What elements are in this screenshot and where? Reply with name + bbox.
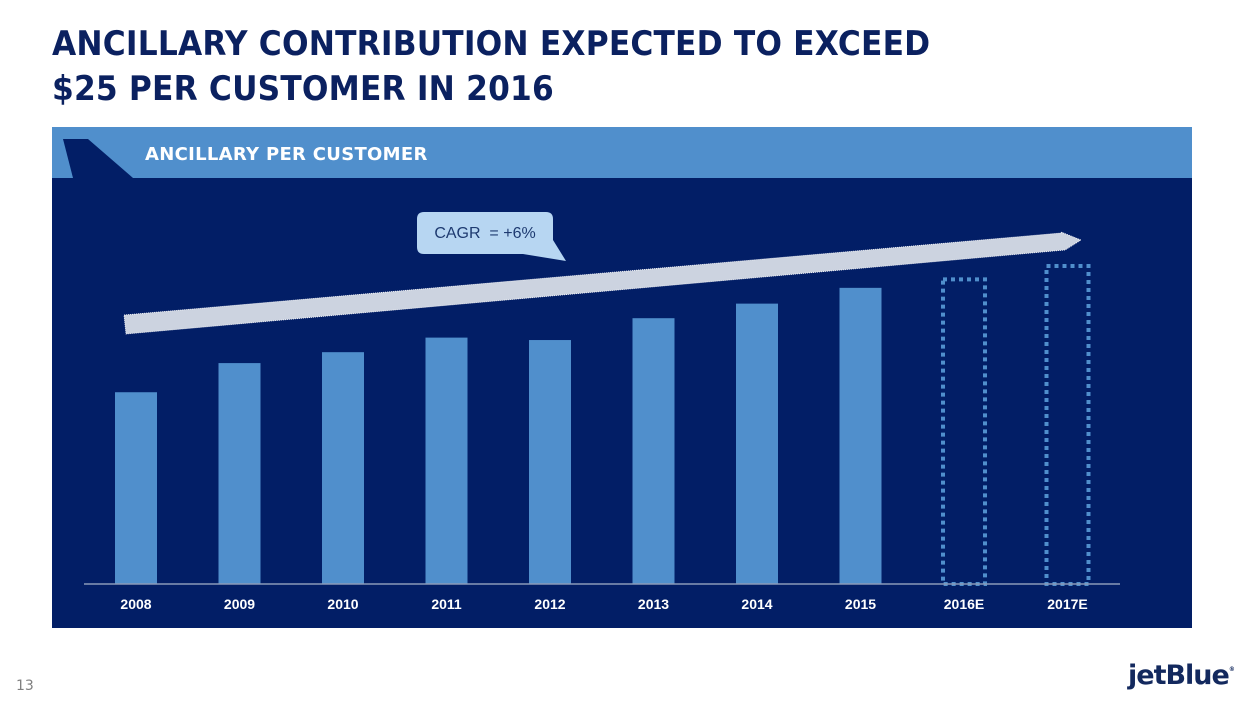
bar-2010 (322, 352, 364, 584)
bar-2012 (529, 340, 571, 584)
callout-label: CAGR = +6% (434, 225, 535, 242)
x-tick-label-2013: 2013 (638, 596, 669, 612)
jetblue-logo: jetBlue® (1128, 660, 1235, 691)
x-tick-label-2009: 2009 (224, 596, 255, 612)
bar-2013 (632, 318, 675, 584)
x-tick-label-2017E: 2017E (1047, 596, 1087, 612)
bar-2008 (115, 392, 157, 584)
cagr-callout: CAGR = +6% (417, 212, 566, 261)
x-tick-label-2014: 2014 (741, 596, 772, 612)
x-tick-label-2012: 2012 (534, 596, 565, 612)
bar-2015 (839, 287, 882, 584)
aircraft-tail-icon (63, 139, 133, 178)
x-tick-label-2011: 2011 (431, 596, 462, 612)
slide-title-line-1: ANCILLARY CONTRIBUTION EXPECTED TO EXCEE… (52, 24, 931, 64)
x-tick-label-2015: 2015 (845, 596, 876, 612)
bar-2011 (425, 337, 468, 584)
slide-title-line-2: $25 PER CUSTOMER IN 2016 (52, 69, 554, 109)
bar-2009 (218, 363, 261, 584)
panel-header-band: ANCILLARY PER CUSTOMER (52, 127, 1192, 178)
panel-header-label: ANCILLARY PER CUSTOMER (145, 144, 428, 165)
x-tick-labels: 2008 2009 2010 2011 2012 2013 2014 2015 2016E 201… (120, 596, 1087, 612)
bars-layer (115, 264, 1091, 586)
x-tick-label-2008: 2008 (120, 596, 151, 612)
registered-mark: ® (1228, 666, 1235, 673)
page-number: 13 (16, 678, 34, 694)
x-tick-label-2010: 2010 (327, 596, 358, 612)
bar-estimated-2017E (1044, 264, 1091, 586)
logo-text: jetBlue (1128, 660, 1230, 691)
slide-title: ANCILLARY CONTRIBUTION EXPECTED TO EXCEE… (52, 22, 930, 112)
callout-bubble (417, 212, 566, 261)
trend-arrow (123, 231, 1082, 335)
bar-estimated-2016E (941, 277, 987, 586)
x-tick-label-2016E: 2016E (944, 596, 984, 612)
bar-2014 (736, 303, 778, 584)
